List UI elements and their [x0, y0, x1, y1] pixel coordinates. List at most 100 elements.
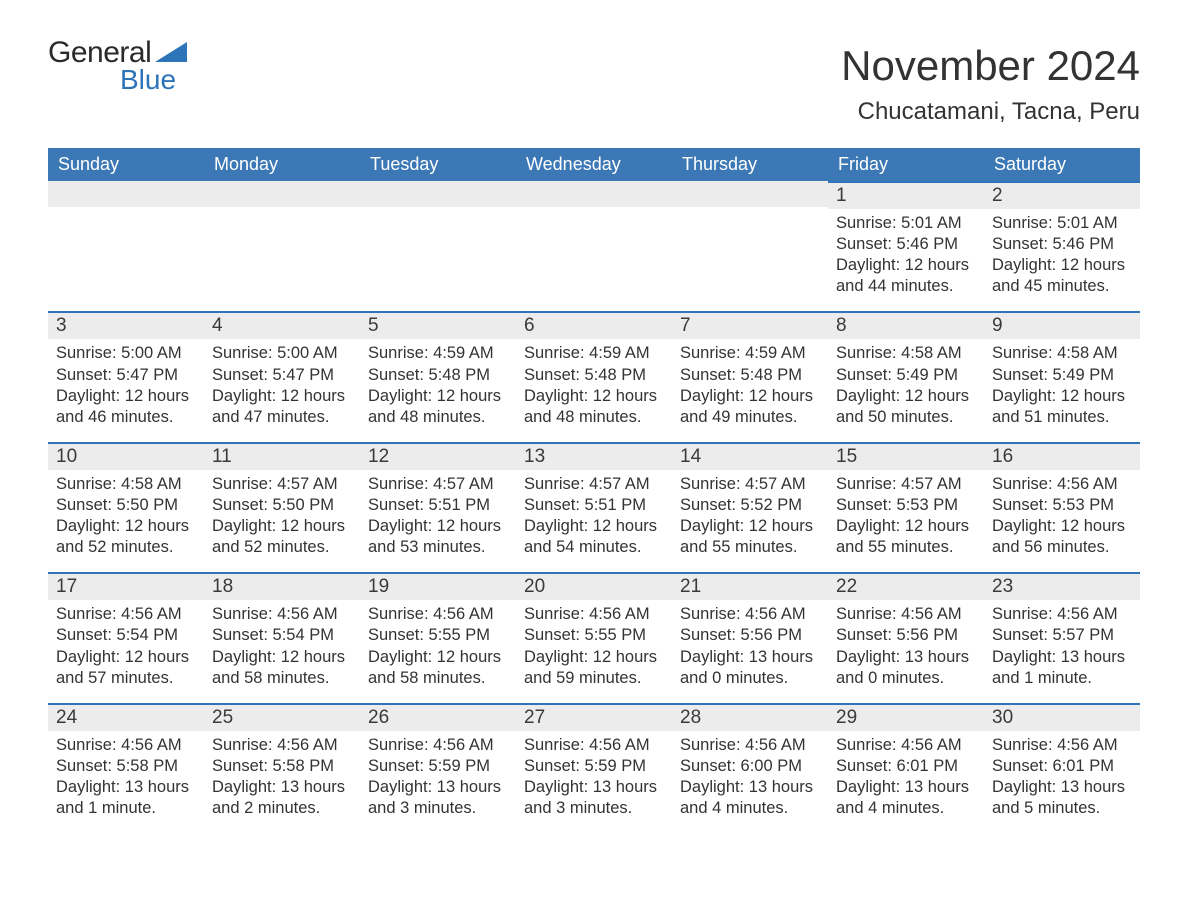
daylight-line: Daylight: 13 hours and 3 minutes. — [368, 777, 508, 819]
sunrise-line: Sunrise: 5:00 AM — [56, 343, 196, 364]
sunset-line: Sunset: 6:01 PM — [992, 756, 1132, 777]
day-details: Sunrise: 4:57 AMSunset: 5:53 PMDaylight:… — [828, 470, 984, 558]
sunset-line: Sunset: 5:46 PM — [836, 234, 976, 255]
daylight-line: Daylight: 13 hours and 4 minutes. — [680, 777, 820, 819]
calendar-day-cell — [48, 181, 204, 311]
daylight-line: Daylight: 13 hours and 3 minutes. — [524, 777, 664, 819]
day-number-bar: 24 — [48, 703, 204, 731]
weekday-header: Sunday — [48, 148, 204, 181]
sunset-line: Sunset: 5:56 PM — [680, 625, 820, 646]
day-number-bar: 22 — [828, 572, 984, 600]
day-cell-content: 8 Sunrise: 4:58 AMSunset: 5:49 PMDaylight… — [828, 311, 984, 441]
day-number-bar: 26 — [360, 703, 516, 731]
calendar-day-cell — [360, 181, 516, 311]
day-number-bar: 17 — [48, 572, 204, 600]
day-cell-content: 23Sunrise: 4:56 AMSunset: 5:57 PMDayligh… — [984, 572, 1140, 702]
day-details: Sunrise: 4:59 AMSunset: 5:48 PMDaylight:… — [672, 339, 828, 427]
day-cell-content: 30Sunrise: 4:56 AMSunset: 6:01 PMDayligh… — [984, 703, 1140, 833]
day-cell-content: 16Sunrise: 4:56 AMSunset: 5:53 PMDayligh… — [984, 442, 1140, 572]
day-number-bar — [516, 181, 672, 207]
calendar-day-cell: 6Sunrise: 4:59 AMSunset: 5:48 PMDaylight… — [516, 311, 672, 441]
day-number-bar: 7 — [672, 311, 828, 339]
sunrise-line: Sunrise: 4:58 AM — [836, 343, 976, 364]
day-cell-content: 20Sunrise: 4:56 AMSunset: 5:55 PMDayligh… — [516, 572, 672, 702]
day-details: Sunrise: 4:56 AMSunset: 5:54 PMDaylight:… — [204, 600, 360, 688]
calendar-day-cell: 26Sunrise: 4:56 AMSunset: 5:59 PMDayligh… — [360, 703, 516, 833]
day-cell-content — [204, 181, 360, 309]
day-details: Sunrise: 4:58 AMSunset: 5:50 PMDaylight:… — [48, 470, 204, 558]
calendar-day-cell: 14Sunrise: 4:57 AMSunset: 5:52 PMDayligh… — [672, 442, 828, 572]
sunset-line: Sunset: 5:47 PM — [56, 365, 196, 386]
daylight-line: Daylight: 12 hours and 49 minutes. — [680, 386, 820, 428]
sunrise-line: Sunrise: 4:57 AM — [680, 474, 820, 495]
day-number-bar: 13 — [516, 442, 672, 470]
day-details: Sunrise: 4:56 AMSunset: 5:54 PMDaylight:… — [48, 600, 204, 688]
sunset-line: Sunset: 5:58 PM — [212, 756, 352, 777]
sunset-line: Sunset: 6:01 PM — [836, 756, 976, 777]
sunrise-line: Sunrise: 4:56 AM — [992, 735, 1132, 756]
calendar-day-cell: 20Sunrise: 4:56 AMSunset: 5:55 PMDayligh… — [516, 572, 672, 702]
daylight-line: Daylight: 12 hours and 52 minutes. — [56, 516, 196, 558]
sunrise-line: Sunrise: 4:57 AM — [836, 474, 976, 495]
day-cell-content: 19Sunrise: 4:56 AMSunset: 5:55 PMDayligh… — [360, 572, 516, 702]
day-number-bar: 5 — [360, 311, 516, 339]
sunset-line: Sunset: 5:50 PM — [56, 495, 196, 516]
sunset-line: Sunset: 5:53 PM — [836, 495, 976, 516]
sunset-line: Sunset: 5:50 PM — [212, 495, 352, 516]
calendar-day-cell — [516, 181, 672, 311]
day-number-bar: 20 — [516, 572, 672, 600]
day-number-bar: 6 — [516, 311, 672, 339]
daylight-line: Daylight: 12 hours and 57 minutes. — [56, 647, 196, 689]
calendar-day-cell: 2Sunrise: 5:01 AMSunset: 5:46 PMDaylight… — [984, 181, 1140, 311]
calendar-day-cell: 28Sunrise: 4:56 AMSunset: 6:00 PMDayligh… — [672, 703, 828, 833]
daylight-line: Daylight: 12 hours and 50 minutes. — [836, 386, 976, 428]
sunset-line: Sunset: 5:47 PM — [212, 365, 352, 386]
sunset-line: Sunset: 5:49 PM — [992, 365, 1132, 386]
sunrise-line: Sunrise: 4:58 AM — [56, 474, 196, 495]
calendar-day-cell: 25Sunrise: 4:56 AMSunset: 5:58 PMDayligh… — [204, 703, 360, 833]
day-cell-content: 15Sunrise: 4:57 AMSunset: 5:53 PMDayligh… — [828, 442, 984, 572]
sunrise-line: Sunrise: 4:57 AM — [368, 474, 508, 495]
calendar-week-row: 17Sunrise: 4:56 AMSunset: 5:54 PMDayligh… — [48, 572, 1140, 702]
calendar-day-cell: 7Sunrise: 4:59 AMSunset: 5:48 PMDaylight… — [672, 311, 828, 441]
calendar-day-cell — [672, 181, 828, 311]
weekday-header: Friday — [828, 148, 984, 181]
sunrise-line: Sunrise: 4:58 AM — [992, 343, 1132, 364]
calendar-day-cell: 27Sunrise: 4:56 AMSunset: 5:59 PMDayligh… — [516, 703, 672, 833]
day-details: Sunrise: 5:01 AMSunset: 5:46 PMDaylight:… — [828, 209, 984, 297]
sunrise-line: Sunrise: 4:56 AM — [992, 474, 1132, 495]
calendar-day-cell: 11Sunrise: 4:57 AMSunset: 5:50 PMDayligh… — [204, 442, 360, 572]
day-cell-content — [516, 181, 672, 309]
sunrise-line: Sunrise: 4:56 AM — [680, 735, 820, 756]
day-cell-content: 24Sunrise: 4:56 AMSunset: 5:58 PMDayligh… — [48, 703, 204, 833]
day-cell-content — [360, 181, 516, 309]
sunset-line: Sunset: 5:49 PM — [836, 365, 976, 386]
day-number-bar: 28 — [672, 703, 828, 731]
calendar-day-cell: 10Sunrise: 4:58 AMSunset: 5:50 PMDayligh… — [48, 442, 204, 572]
sunset-line: Sunset: 5:56 PM — [836, 625, 976, 646]
day-number-bar: 8 — [828, 311, 984, 339]
day-number-bar: 10 — [48, 442, 204, 470]
day-cell-content: 4Sunrise: 5:00 AMSunset: 5:47 PMDaylight… — [204, 311, 360, 441]
calendar-week-row: 10Sunrise: 4:58 AMSunset: 5:50 PMDayligh… — [48, 442, 1140, 572]
day-details: Sunrise: 4:56 AMSunset: 5:53 PMDaylight:… — [984, 470, 1140, 558]
sunrise-line: Sunrise: 4:57 AM — [524, 474, 664, 495]
day-cell-content: 10Sunrise: 4:58 AMSunset: 5:50 PMDayligh… — [48, 442, 204, 572]
day-details: Sunrise: 4:57 AMSunset: 5:52 PMDaylight:… — [672, 470, 828, 558]
day-details: Sunrise: 4:56 AMSunset: 5:55 PMDaylight:… — [516, 600, 672, 688]
day-cell-content: 22Sunrise: 4:56 AMSunset: 5:56 PMDayligh… — [828, 572, 984, 702]
sunrise-line: Sunrise: 4:59 AM — [368, 343, 508, 364]
daylight-line: Daylight: 13 hours and 4 minutes. — [836, 777, 976, 819]
calendar-day-cell: 30Sunrise: 4:56 AMSunset: 6:01 PMDayligh… — [984, 703, 1140, 833]
sunrise-line: Sunrise: 4:56 AM — [56, 735, 196, 756]
calendar-day-cell: 13Sunrise: 4:57 AMSunset: 5:51 PMDayligh… — [516, 442, 672, 572]
day-cell-content: 12Sunrise: 4:57 AMSunset: 5:51 PMDayligh… — [360, 442, 516, 572]
calendar-day-cell: 21Sunrise: 4:56 AMSunset: 5:56 PMDayligh… — [672, 572, 828, 702]
calendar-day-cell: 5Sunrise: 4:59 AMSunset: 5:48 PMDaylight… — [360, 311, 516, 441]
sunset-line: Sunset: 5:55 PM — [524, 625, 664, 646]
day-details: Sunrise: 4:56 AMSunset: 6:00 PMDaylight:… — [672, 731, 828, 819]
daylight-line: Daylight: 12 hours and 46 minutes. — [56, 386, 196, 428]
sunrise-line: Sunrise: 5:01 AM — [992, 213, 1132, 234]
calendar-week-row: 1Sunrise: 5:01 AMSunset: 5:46 PMDaylight… — [48, 181, 1140, 311]
day-details: Sunrise: 4:59 AMSunset: 5:48 PMDaylight:… — [360, 339, 516, 427]
